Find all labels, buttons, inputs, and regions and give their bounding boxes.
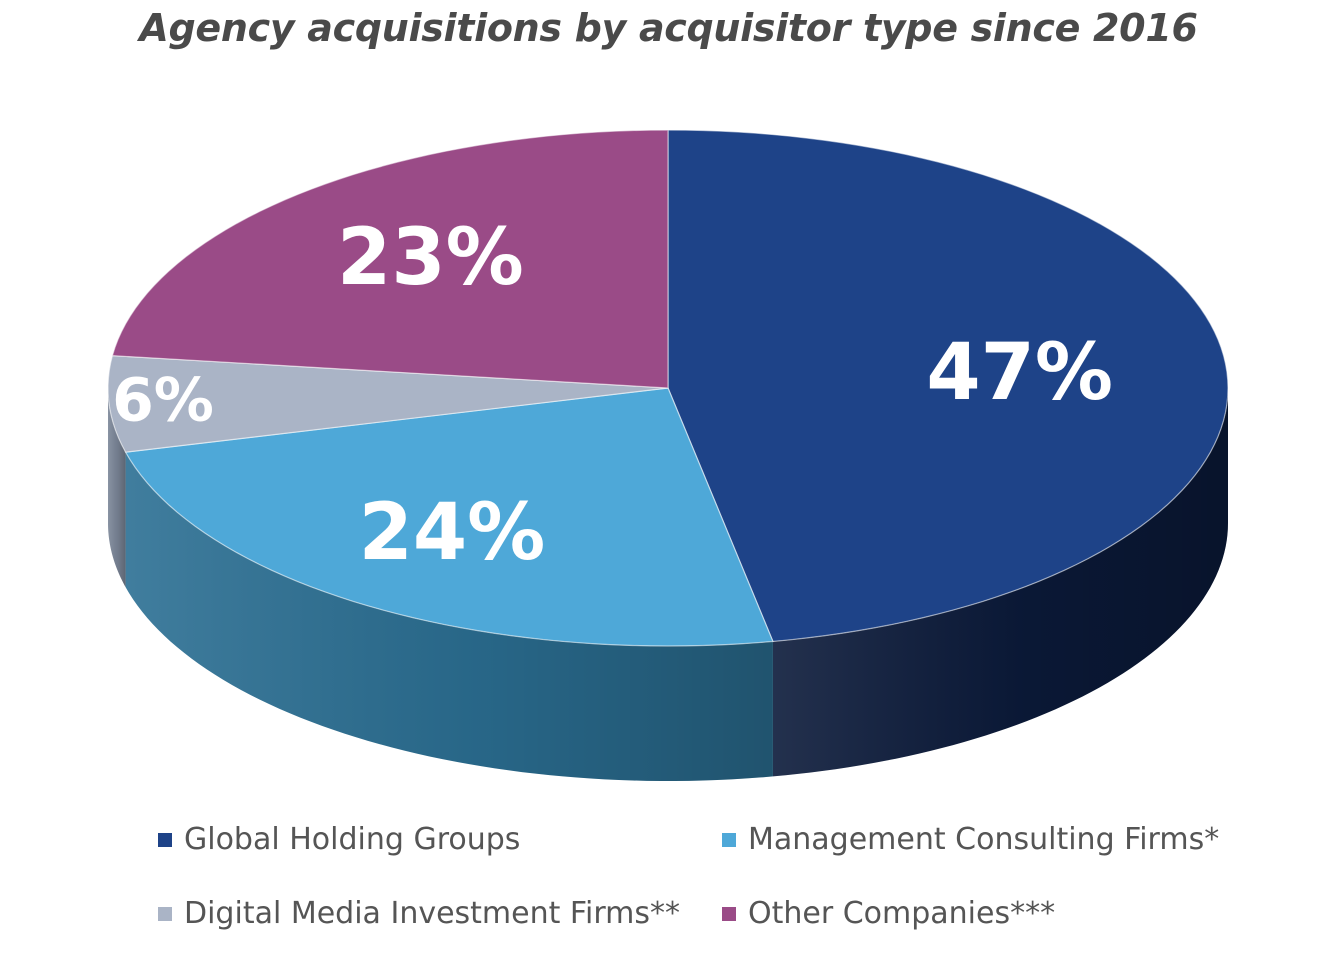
pie-slice-2 bbox=[107, 355, 669, 453]
legend-label: Other Companies*** bbox=[748, 896, 1056, 931]
pie-sides bbox=[108, 388, 1228, 781]
legend-item-digital-media-investment-firms[interactable]: Digital Media Investment Firms** bbox=[158, 896, 680, 931]
legend-swatch bbox=[158, 832, 172, 847]
slice-label-0: 47% bbox=[926, 328, 1113, 418]
pie-side-shade-0 bbox=[772, 388, 1228, 777]
slice-label-2: 6% bbox=[112, 366, 214, 436]
legend-swatch bbox=[722, 906, 736, 921]
legend-item-management-consulting-firms[interactable]: Management Consulting Firms* bbox=[722, 822, 1219, 857]
pie-labels: 47% 24% 6% 23% bbox=[112, 213, 1113, 578]
pie-slice-3 bbox=[111, 129, 669, 389]
legend-label: Digital Media Investment Firms** bbox=[184, 896, 680, 931]
pie-side-shade-1 bbox=[125, 452, 773, 781]
legend-item-other-companies[interactable]: Other Companies*** bbox=[722, 896, 1055, 931]
pie-side-shade-2 bbox=[108, 388, 126, 588]
pie-tops bbox=[107, 129, 1229, 647]
legend-item-global-holding-groups[interactable]: Global Holding Groups bbox=[158, 822, 520, 857]
slice-label-1: 24% bbox=[359, 488, 546, 578]
legend-label: Management Consulting Firms* bbox=[748, 822, 1220, 857]
chart-title: Agency acquisitions by acquisitor type s… bbox=[139, 6, 1198, 50]
legend-swatch bbox=[722, 832, 736, 847]
pie-slice-1 bbox=[124, 387, 774, 647]
legend-swatch bbox=[158, 906, 172, 921]
pie-slice-0 bbox=[667, 129, 1229, 643]
slice-label-3: 23% bbox=[337, 213, 524, 303]
legend-label: Global Holding Groups bbox=[184, 822, 521, 857]
